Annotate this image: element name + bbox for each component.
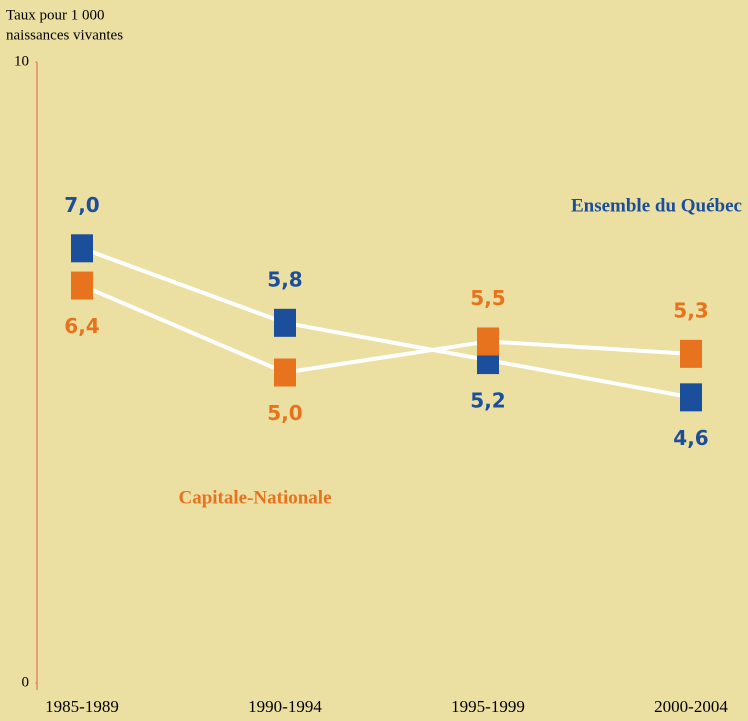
legend-label: Capitale-Nationale [178, 487, 331, 508]
legend-label: Ensemble du Québec [571, 195, 742, 216]
y-axis-label: Taux pour 1 000 [6, 7, 105, 23]
marker [477, 327, 499, 356]
data-label: 5,8 [267, 267, 302, 291]
y-tick-label: 0 [22, 674, 30, 690]
data-label: 5,2 [470, 389, 505, 413]
marker [274, 358, 296, 387]
data-label: 7,0 [64, 193, 99, 217]
marker [274, 308, 296, 337]
y-axis-label: naissances vivantes [6, 27, 123, 43]
x-tick-label: 2000-2004 [654, 697, 728, 716]
marker [71, 234, 93, 263]
marker [680, 339, 702, 368]
marker [680, 383, 702, 412]
x-tick-label: 1985-1989 [45, 697, 119, 716]
y-tick-label: 10 [14, 53, 29, 69]
series-line [81, 246, 692, 400]
data-label: 5,5 [470, 286, 505, 310]
x-tick-label: 1995-1999 [451, 697, 525, 716]
marker [71, 271, 93, 300]
series-line [81, 283, 692, 375]
x-tick-label: 1990-1994 [248, 697, 322, 716]
data-label: 4,6 [673, 426, 708, 450]
data-label: 6,4 [64, 314, 99, 338]
data-label: 5,3 [673, 298, 708, 322]
data-label: 5,0 [267, 401, 302, 425]
